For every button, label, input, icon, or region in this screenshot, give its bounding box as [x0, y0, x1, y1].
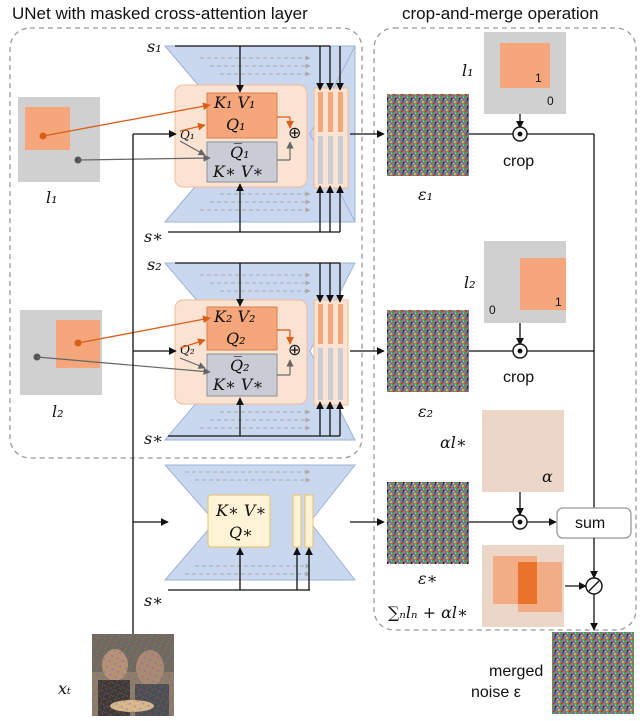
attn1-kvstar: K∗ V∗ [212, 162, 263, 181]
mask-l1-region [500, 43, 550, 88]
sum-label: sum [575, 515, 605, 532]
input-xt-label: xₜ [58, 679, 71, 698]
noise-eps-star [387, 482, 469, 564]
merged-noise-label-2: noise ε [471, 684, 521, 701]
layout-l1-label: l₁ [46, 188, 58, 207]
noise-eps1 [387, 94, 469, 176]
attn1-q: Q₁ [226, 115, 246, 134]
mask-alpha-value: α [542, 467, 553, 486]
crop2-label: crop [503, 369, 534, 386]
mask-alpha-l-star [482, 410, 564, 492]
prompt-s-star-2: s∗ [144, 429, 163, 448]
noise-eps2-label: ε₂ [418, 402, 433, 421]
merged-noise [552, 632, 634, 714]
layout-l2-label: l₂ [52, 402, 64, 421]
normalizer-label: ∑ₙlₙ + αl∗ [388, 603, 468, 622]
noise-eps1-label: ε₁ [418, 185, 433, 204]
merged-noise-label-1: merged [489, 663, 543, 680]
prompt-s-star-3: s∗ [144, 591, 163, 610]
left-panel-title: UNet with masked cross-attention layer [12, 4, 308, 23]
attn1-plus: ⊕ [288, 125, 301, 142]
attn1-kv: K₁ V₁ [213, 93, 255, 112]
prompt-s2: s₂ [147, 255, 162, 274]
prompt-s1: s₁ [147, 37, 162, 56]
right-panel-title: crop-and-merge operation [402, 4, 599, 23]
input-image-xt [92, 634, 174, 716]
mask-l1-label: l₁ [462, 61, 474, 80]
prompt-s-star-1: s∗ [144, 227, 163, 246]
mask-l2-zero: 0 [489, 303, 496, 317]
unet-panel [9, 27, 363, 459]
unet-block-3 [163, 464, 357, 581]
noise-eps-star-label: ε∗ [418, 569, 437, 588]
mask-l1-one: 1 [535, 71, 542, 85]
attn3-kv: K∗ V∗ [215, 501, 266, 520]
mask-l2-one: 1 [555, 295, 562, 309]
unet-block-2 [163, 262, 356, 441]
noise-eps2 [387, 310, 469, 392]
mask-l1-zero: 0 [547, 94, 554, 108]
layout-l1-region [25, 107, 70, 150]
unet-block-1 [163, 45, 356, 223]
attn2-q: Q₂ [226, 329, 246, 348]
attn2-kv: K₂ V₂ [213, 307, 255, 326]
crop-merge-panel [373, 27, 637, 631]
mask-alpha-l-star-label: αl∗ [440, 433, 467, 452]
crop1-label: crop [503, 153, 534, 170]
attn2-plus: ⊕ [288, 342, 301, 359]
mask-l2-label: l₂ [464, 273, 476, 292]
attn2-kvstar: K∗ V∗ [212, 375, 263, 394]
attn3-q: Q∗ [229, 523, 253, 542]
attn1-qin: Q₁ [180, 128, 195, 142]
attn1-qbar: Q̅₁ [230, 142, 250, 162]
attn2-qbar: Q̅₂ [230, 355, 250, 375]
mask-l2-region [520, 258, 566, 310]
